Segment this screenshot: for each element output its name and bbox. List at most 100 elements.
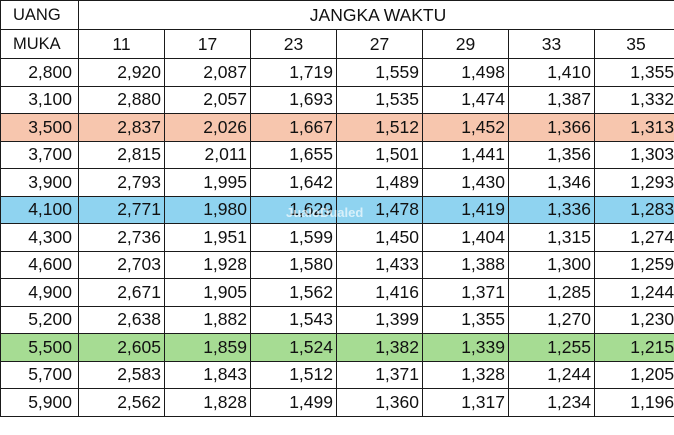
table-row: 5,700 2,583 1,843 1,512 1,371 1,328 1,244 1,205 <box>0 360 674 389</box>
term-header-35: 35 <box>593 29 674 59</box>
installment-cell: 1,535 <box>336 85 423 114</box>
installment-cell: 2,583 <box>78 360 165 389</box>
installment-table: UANG JANGKA WAKTU MUKA 11 17 23 27 29 33 35 2,… <box>0 0 674 417</box>
installment-cell: 1,501 <box>336 140 423 169</box>
down-payment-cell: 3,100 <box>0 85 79 114</box>
installment-cell: 2,671 <box>78 278 165 307</box>
table-row: 3,900 2,793 1,995 1,642 1,489 1,430 1,346 1,293 <box>0 168 674 197</box>
installment-cell: 1,599 <box>250 223 337 252</box>
installment-cell: 1,215 <box>593 333 674 362</box>
down-payment-header-bottom: MUKA <box>0 29 79 59</box>
installment-cell: 1,255 <box>508 333 595 362</box>
header-row-1: UANG JANGKA WAKTU <box>0 0 674 30</box>
table-row: 4,900 2,671 1,905 1,562 1,416 1,371 1,285 1,244 <box>0 278 674 307</box>
installment-cell: 1,293 <box>593 168 674 197</box>
term-header-33: 33 <box>508 29 595 59</box>
installment-cell: 1,336 <box>508 195 595 224</box>
installment-cell: 2,793 <box>78 168 165 197</box>
table-row: 5,500 2,605 1,859 1,524 1,382 1,339 1,255 1,215 <box>0 333 674 362</box>
installment-cell: 1,410 <box>508 58 595 87</box>
installment-cell: 2,880 <box>78 85 165 114</box>
installment-cell: 1,843 <box>164 360 251 389</box>
installment-cell: 1,332 <box>593 85 674 114</box>
header-row-2: MUKA 11 17 23 27 29 33 35 <box>0 29 674 59</box>
table-row: 3,500 2,837 2,026 1,667 1,512 1,452 1,366 1,313 <box>0 113 674 142</box>
installment-cell: 1,655 <box>250 140 337 169</box>
installment-cell: 1,360 <box>336 388 423 417</box>
installment-cell: 1,355 <box>422 305 509 334</box>
down-payment-header-top: UANG <box>0 0 79 30</box>
installment-cell: 1,629 <box>250 195 337 224</box>
table-row: 2,800 2,920 2,087 1,719 1,559 1,498 1,410 1,355 <box>0 58 674 87</box>
installment-cell: 2,605 <box>78 333 165 362</box>
installment-cell: 1,259 <box>593 250 674 279</box>
installment-cell: 1,371 <box>336 360 423 389</box>
installment-cell: 1,339 <box>422 333 509 362</box>
installment-cell: 1,270 <box>508 305 595 334</box>
installment-cell: 2,087 <box>164 58 251 87</box>
installment-cell: 2,638 <box>78 305 165 334</box>
installment-cell: 1,382 <box>336 333 423 362</box>
installment-cell: 1,450 <box>336 223 423 252</box>
term-header-29: 29 <box>422 29 509 59</box>
installment-cell: 1,430 <box>422 168 509 197</box>
installment-cell: 1,346 <box>508 168 595 197</box>
installment-cell: 2,837 <box>78 113 165 142</box>
installment-cell: 1,328 <box>422 360 509 389</box>
installment-cell: 1,313 <box>593 113 674 142</box>
term-header-23: 23 <box>250 29 337 59</box>
table-row: 3,100 2,880 2,057 1,693 1,535 1,474 1,387 1,332 <box>0 85 674 114</box>
installment-cell: 1,951 <box>164 223 251 252</box>
installment-cell: 1,283 <box>593 195 674 224</box>
installment-cell: 1,388 <box>422 250 509 279</box>
installment-cell: 1,489 <box>336 168 423 197</box>
installment-cell: 1,234 <box>508 388 595 417</box>
installment-cell: 1,205 <box>593 360 674 389</box>
table-row: 5,200 2,638 1,882 1,543 1,399 1,355 1,270 1,230 <box>0 305 674 334</box>
installment-cell: 1,524 <box>250 333 337 362</box>
installment-cell: 1,399 <box>336 305 423 334</box>
down-payment-cell: 4,300 <box>0 223 79 252</box>
installment-cell: 1,315 <box>508 223 595 252</box>
installment-cell: 1,474 <box>422 85 509 114</box>
installment-cell: 1,562 <box>250 278 337 307</box>
down-payment-cell: 3,900 <box>0 168 79 197</box>
installment-cell: 2,703 <box>78 250 165 279</box>
term-header-27: 27 <box>336 29 423 59</box>
down-payment-cell: 3,500 <box>0 113 79 142</box>
installment-cell: 1,719 <box>250 58 337 87</box>
installment-cell: 1,387 <box>508 85 595 114</box>
installment-cell: 2,562 <box>78 388 165 417</box>
installment-cell: 1,441 <box>422 140 509 169</box>
installment-cell: 2,920 <box>78 58 165 87</box>
installment-cell: 1,905 <box>164 278 251 307</box>
installment-cell: 1,980 <box>164 195 251 224</box>
installment-cell: 1,433 <box>336 250 423 279</box>
table-row: 4,600 2,703 1,928 1,580 1,433 1,388 1,300 1,259 <box>0 250 674 279</box>
installment-cell: 1,498 <box>422 58 509 87</box>
down-payment-cell: 4,600 <box>0 250 79 279</box>
installment-cell: 1,882 <box>164 305 251 334</box>
table-row: 3,700 2,815 2,011 1,655 1,501 1,441 1,356 1,303 <box>0 140 674 169</box>
installment-cell: 1,285 <box>508 278 595 307</box>
down-payment-cell: 5,900 <box>0 388 79 417</box>
installment-cell: 1,512 <box>250 360 337 389</box>
installment-cell: 2,815 <box>78 140 165 169</box>
installment-cell: 2,057 <box>164 85 251 114</box>
table-row: 4,100 2,771 1,980 1,629 1,478 1,419 1,336 1,283 <box>0 195 674 224</box>
installment-cell: 1,667 <box>250 113 337 142</box>
installment-cell: 1,559 <box>336 58 423 87</box>
installment-cell: 1,317 <box>422 388 509 417</box>
down-payment-cell: 2,800 <box>0 58 79 87</box>
term-header-11: 11 <box>78 29 165 59</box>
installment-cell: 1,419 <box>422 195 509 224</box>
down-payment-cell: 3,700 <box>0 140 79 169</box>
installment-cell: 1,828 <box>164 388 251 417</box>
installment-cell: 1,366 <box>508 113 595 142</box>
installment-cell: 1,543 <box>250 305 337 334</box>
installment-cell: 1,300 <box>508 250 595 279</box>
down-payment-cell: 5,700 <box>0 360 79 389</box>
installment-cell: 1,642 <box>250 168 337 197</box>
installment-cell: 1,859 <box>164 333 251 362</box>
